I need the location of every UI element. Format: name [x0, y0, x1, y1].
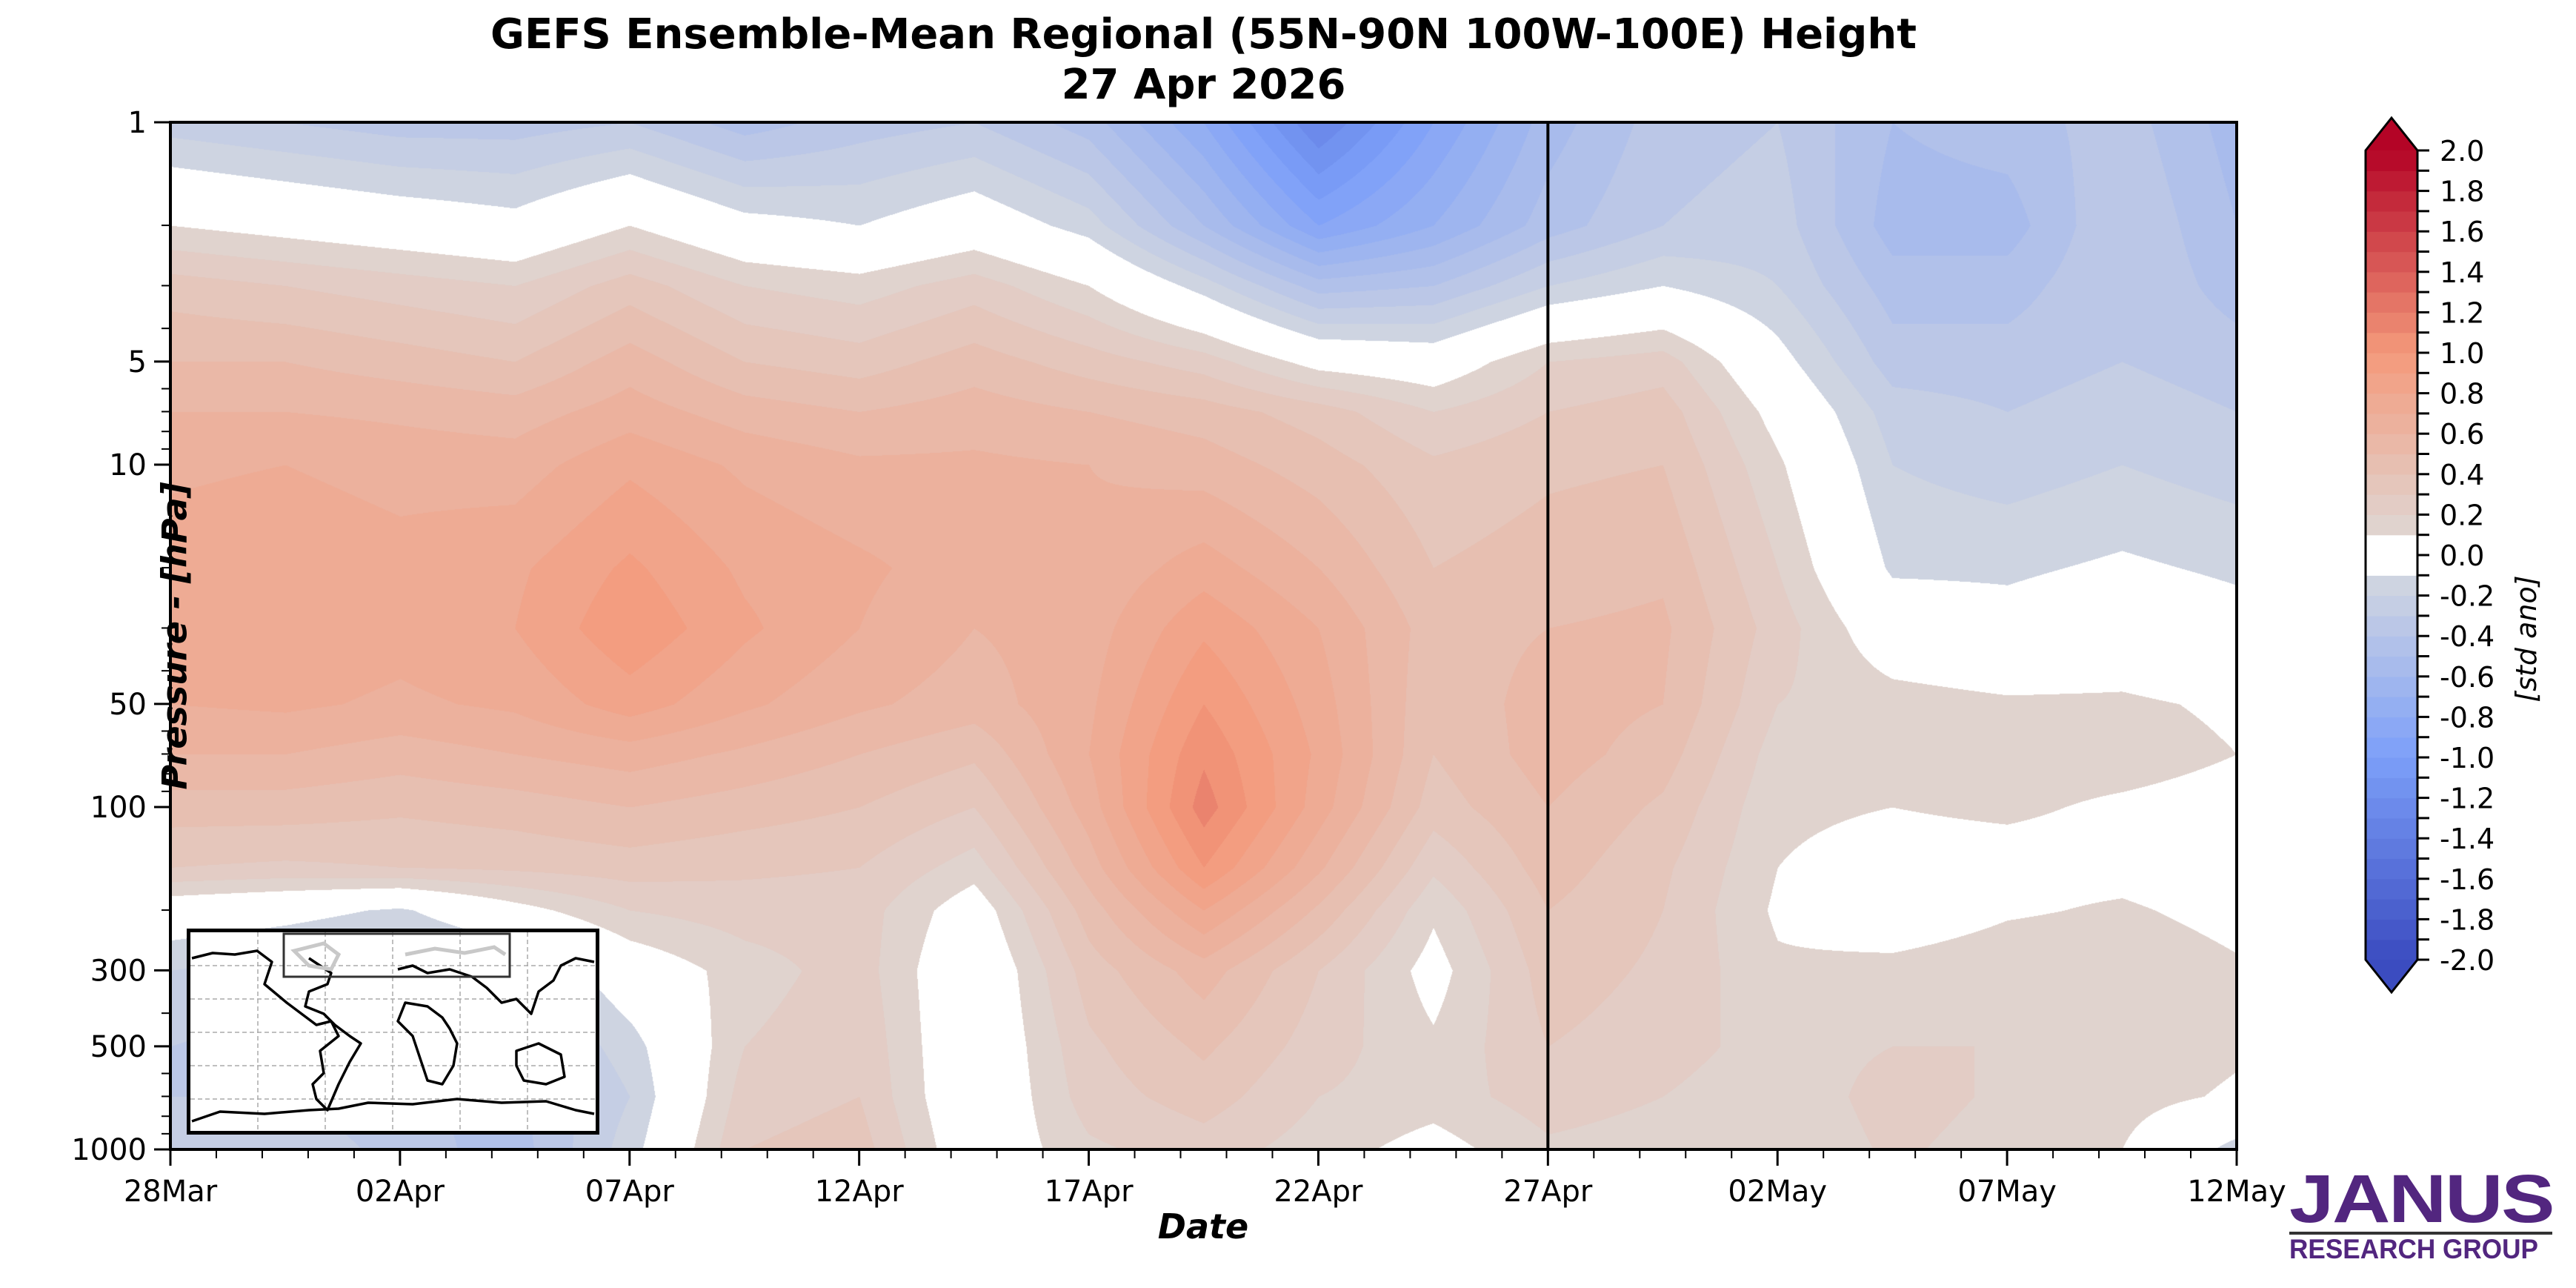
colorbar-bin — [2366, 858, 2417, 880]
colorbar-tick-label: 0.2 — [2440, 499, 2484, 531]
colorbar-bin — [2366, 899, 2417, 920]
colorbar-tick-label: -1.2 — [2440, 783, 2495, 815]
colorbar-bin — [2366, 919, 2417, 940]
colorbar-tick-label: -1.4 — [2440, 823, 2495, 855]
chart-title: GEFS Ensemble-Mean Regional (55N-90N 100… — [490, 10, 1917, 59]
colorbar-bin — [2366, 878, 2417, 900]
colorbar-tick-label: -1.6 — [2440, 863, 2495, 896]
colorbar-tick-label: 2.0 — [2440, 135, 2484, 167]
x-tick-label: 07May — [1957, 1175, 2057, 1209]
colorbar-bin — [2366, 434, 2417, 455]
colorbar-bin — [2366, 170, 2417, 192]
colorbar-bin — [2366, 454, 2417, 475]
x-tick-label: 12May — [2187, 1175, 2286, 1209]
x-tick-label: 02Apr — [356, 1175, 445, 1209]
colorbar-bin — [2366, 534, 2417, 556]
colorbar-bin — [2366, 413, 2417, 434]
colorbar-tick-label: -1.0 — [2440, 742, 2495, 774]
colorbar-tick-label: 0.6 — [2440, 418, 2484, 451]
janus-logo: JANUS RESEARCH GROUP — [2289, 1165, 2556, 1264]
colorbar-bin — [2366, 353, 2417, 374]
colorbar-bin — [2366, 817, 2417, 839]
x-tick-label: 07Apr — [585, 1175, 675, 1209]
y-tick-label: 5 — [128, 345, 147, 379]
colorbar-tick-label: 1.4 — [2440, 256, 2484, 289]
colorbar-tick-label: -1.8 — [2440, 903, 2495, 936]
colorbar-bin — [2366, 656, 2417, 677]
y-tick-label: 1 — [128, 106, 147, 140]
world-map-icon — [190, 932, 596, 1131]
colorbar-bin — [2366, 150, 2417, 171]
logo-title: JANUS — [2289, 1161, 2555, 1237]
y-tick-label: 100 — [90, 791, 147, 825]
x-tick-label: 17Apr — [1045, 1175, 1134, 1209]
colorbar-bin — [2366, 312, 2417, 333]
logo-subtitle: RESEARCH GROUP — [2289, 1234, 2538, 1264]
colorbar-extend-max — [2366, 118, 2417, 150]
colorbar-bin — [2366, 737, 2417, 758]
colorbar-tick-label: -0.8 — [2440, 701, 2495, 734]
y-tick-label: 300 — [90, 954, 147, 988]
colorbar-bin — [2366, 494, 2417, 515]
colorbar-bin — [2366, 514, 2417, 536]
colorbar-tick-label: 1.0 — [2440, 337, 2484, 370]
colorbar-tick-label: -0.4 — [2440, 620, 2495, 653]
x-tick-label: 28Mar — [124, 1175, 218, 1209]
colorbar-tick-label: 1.6 — [2440, 216, 2484, 248]
colorbar-bin — [2366, 697, 2417, 717]
colorbar-bin — [2366, 373, 2417, 394]
colorbar-bin — [2366, 717, 2417, 738]
colorbar-tick-label: 0.0 — [2440, 540, 2484, 572]
colorbar-bin — [2366, 555, 2417, 576]
colorbar-bin — [2366, 777, 2417, 799]
colorbar-bin — [2366, 939, 2417, 960]
x-axis-label: Date — [1157, 1206, 1249, 1246]
colorbar-bin — [2366, 190, 2417, 212]
colorbar-tick-label: 0.8 — [2440, 378, 2484, 411]
colorbar-tick-label: -0.6 — [2440, 661, 2495, 694]
colorbar-bin — [2366, 636, 2417, 657]
colorbar-tick-label: -2.0 — [2440, 944, 2495, 977]
colorbar-bin — [2366, 838, 2417, 860]
y-tick-label: 500 — [90, 1030, 147, 1064]
y-tick-label: 10 — [109, 448, 147, 482]
colorbar-bin — [2366, 575, 2417, 597]
x-tick-label: 27Apr — [1503, 1175, 1593, 1209]
colorbar-tick-label: 1.2 — [2440, 296, 2484, 329]
colorbar-bin — [2366, 797, 2417, 819]
colorbar-bin — [2366, 474, 2417, 495]
colorbar-bin — [2366, 292, 2417, 313]
colorbar-bin — [2366, 251, 2417, 273]
colorbar-tick-label: 1.8 — [2440, 176, 2484, 208]
colorbar-bin — [2366, 757, 2417, 778]
x-tick-label: 02May — [1728, 1175, 1827, 1209]
plot-frame — [169, 121, 2238, 1151]
colorbar-tick-label: -0.2 — [2440, 580, 2495, 613]
y-axis-label: Pressure - [hPa] — [154, 482, 195, 790]
x-tick-label: 12Apr — [815, 1175, 905, 1209]
colorbar-bin — [2366, 332, 2417, 353]
inset-world-map — [187, 929, 599, 1135]
colorbar-label: [std ano] — [2510, 575, 2543, 703]
logo-divider — [2289, 1232, 2552, 1235]
colorbar-bin — [2366, 595, 2417, 617]
colorbar-bin — [2366, 393, 2417, 414]
colorbar-bin — [2366, 271, 2417, 293]
colorbar-bin — [2366, 231, 2417, 253]
colorbar-tick-label: 0.4 — [2440, 459, 2484, 491]
colorbar-bin — [2366, 676, 2417, 697]
colorbar-bin — [2366, 615, 2417, 637]
y-tick-label: 1000 — [71, 1133, 147, 1167]
chart-subtitle: 27 Apr 2026 — [1061, 61, 1346, 109]
colorbar-extend-min — [2366, 960, 2417, 992]
x-tick-label: 22Apr — [1274, 1175, 1363, 1209]
colorbar-bin — [2366, 210, 2417, 232]
y-tick-label: 50 — [109, 688, 147, 722]
